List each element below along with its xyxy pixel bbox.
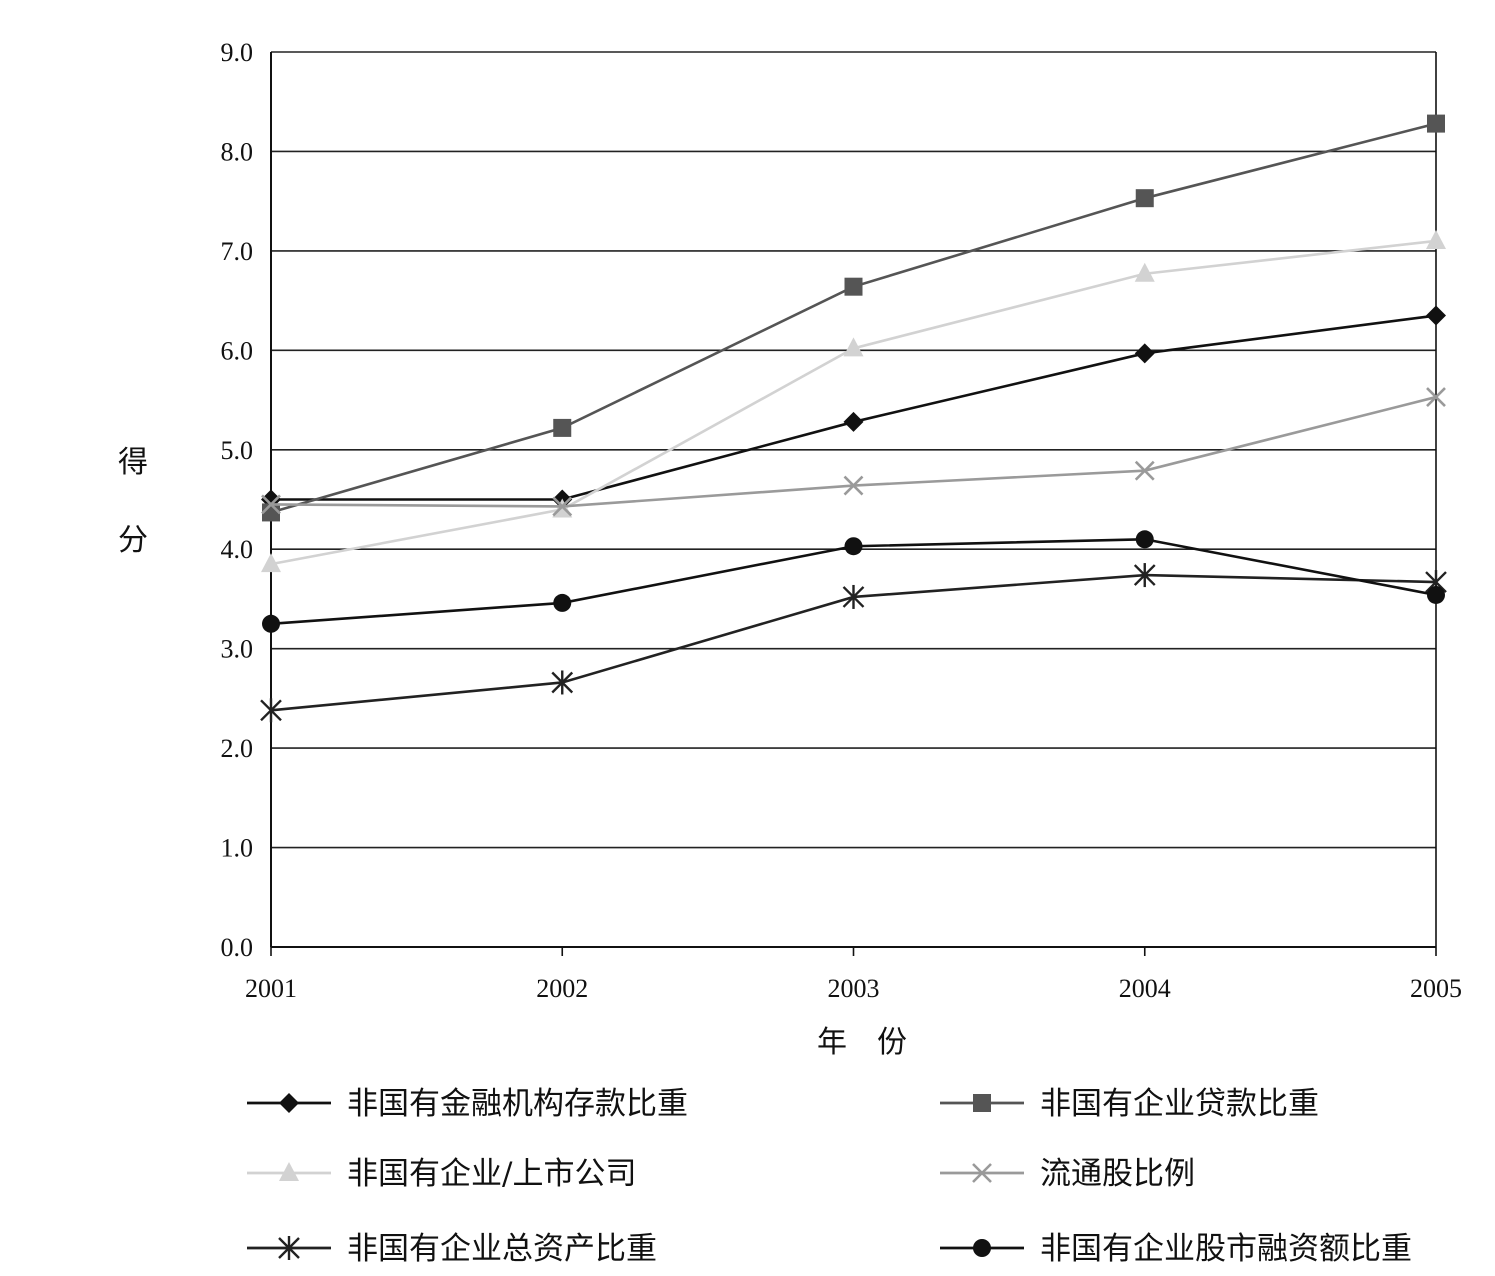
y-tick-labels: 0.0 1.0 2.0 3.0 4.0 5.0 6.0 7.0 8.0 9.0 [221, 38, 254, 962]
x-tick-label: 2001 [245, 974, 297, 1003]
data-point [1133, 563, 1156, 588]
legend-label: 非国有企业总资产比重 [347, 1231, 657, 1267]
y-tick-label: 9.0 [221, 38, 254, 67]
data-point [553, 593, 572, 612]
y-tick-label: 1.0 [221, 834, 254, 863]
legend-item: 非国有企业总资产比重 [247, 1231, 657, 1267]
x-tick-label: 2003 [828, 974, 880, 1003]
series-5 [260, 563, 1447, 723]
x-axis-label: 年 份 [817, 1025, 907, 1060]
data-point [262, 614, 280, 633]
legend-item: 流通股比例 [940, 1156, 1195, 1192]
axes [270, 52, 1437, 956]
x-tick-label: 2004 [1119, 974, 1171, 1003]
legend-label: 流通股比例 [1040, 1156, 1195, 1192]
data-point [843, 411, 864, 432]
y-tick-label: 8.0 [221, 137, 254, 166]
data-point [261, 553, 281, 573]
data-point [843, 475, 864, 496]
series-lines [260, 114, 1447, 723]
data-point [553, 418, 572, 437]
series-4 [261, 387, 1446, 517]
series-6 [262, 530, 1445, 633]
legend-item: 非国有金融机构存款比重 [247, 1086, 688, 1122]
y-tick-label: 2.0 [221, 734, 254, 763]
legend-marker [279, 1162, 299, 1181]
y-tick-label: 0.0 [221, 933, 254, 962]
legend-item: 非国有企业股市融资额比重 [940, 1231, 1412, 1267]
legend-item: 非国有企业/上市公司 [247, 1156, 636, 1192]
series-1 [261, 305, 1446, 510]
data-point [843, 337, 864, 357]
legend-marker [973, 1239, 991, 1257]
data-point [260, 698, 282, 723]
x-tick-label: 2005 [1410, 974, 1462, 1003]
series-line [270, 122, 1437, 514]
y-tick-label: 6.0 [221, 336, 254, 365]
legend-label: 非国有企业股市融资额比重 [1040, 1231, 1412, 1267]
series-2 [262, 114, 1445, 522]
y-tick-label: 3.0 [221, 635, 254, 664]
legend-item: 非国有企业贷款比重 [940, 1086, 1319, 1122]
data-point [261, 494, 281, 515]
legend-label: 非国有企业贷款比重 [1040, 1086, 1319, 1122]
gridlines [271, 51, 1436, 849]
data-point [552, 496, 573, 517]
data-point [844, 537, 863, 556]
y-tick-label: 5.0 [221, 436, 254, 465]
data-point [1134, 343, 1155, 364]
data-point [1134, 460, 1155, 481]
legend-marker [972, 1163, 992, 1183]
y-axis-label-part-1: 得 [118, 445, 148, 480]
x-tick-label: 2002 [536, 974, 588, 1003]
series-3 [261, 229, 1446, 573]
data-point [842, 584, 865, 609]
y-tick-label: 4.0 [221, 535, 254, 564]
x-tick-labels: 2001 2002 2003 2004 2005 [245, 974, 1462, 1003]
data-point [551, 670, 574, 695]
data-point [844, 277, 863, 296]
data-point [1426, 387, 1446, 407]
data-point [1135, 530, 1154, 549]
y-tick-label: 7.0 [221, 237, 254, 266]
y-axis-label-part-2: 分 [118, 523, 148, 558]
data-point [1427, 114, 1445, 133]
data-point [1135, 189, 1154, 208]
legend-marker [278, 1236, 300, 1260]
data-point [1134, 262, 1155, 282]
data-point [1427, 585, 1445, 604]
legend-marker [279, 1093, 299, 1113]
data-point [1426, 229, 1446, 249]
data-point [1426, 305, 1446, 326]
legend-marker [973, 1094, 991, 1112]
legend-label: 非国有金融机构存款比重 [347, 1086, 688, 1122]
legend-label: 非国有企业/上市公司 [347, 1156, 636, 1192]
